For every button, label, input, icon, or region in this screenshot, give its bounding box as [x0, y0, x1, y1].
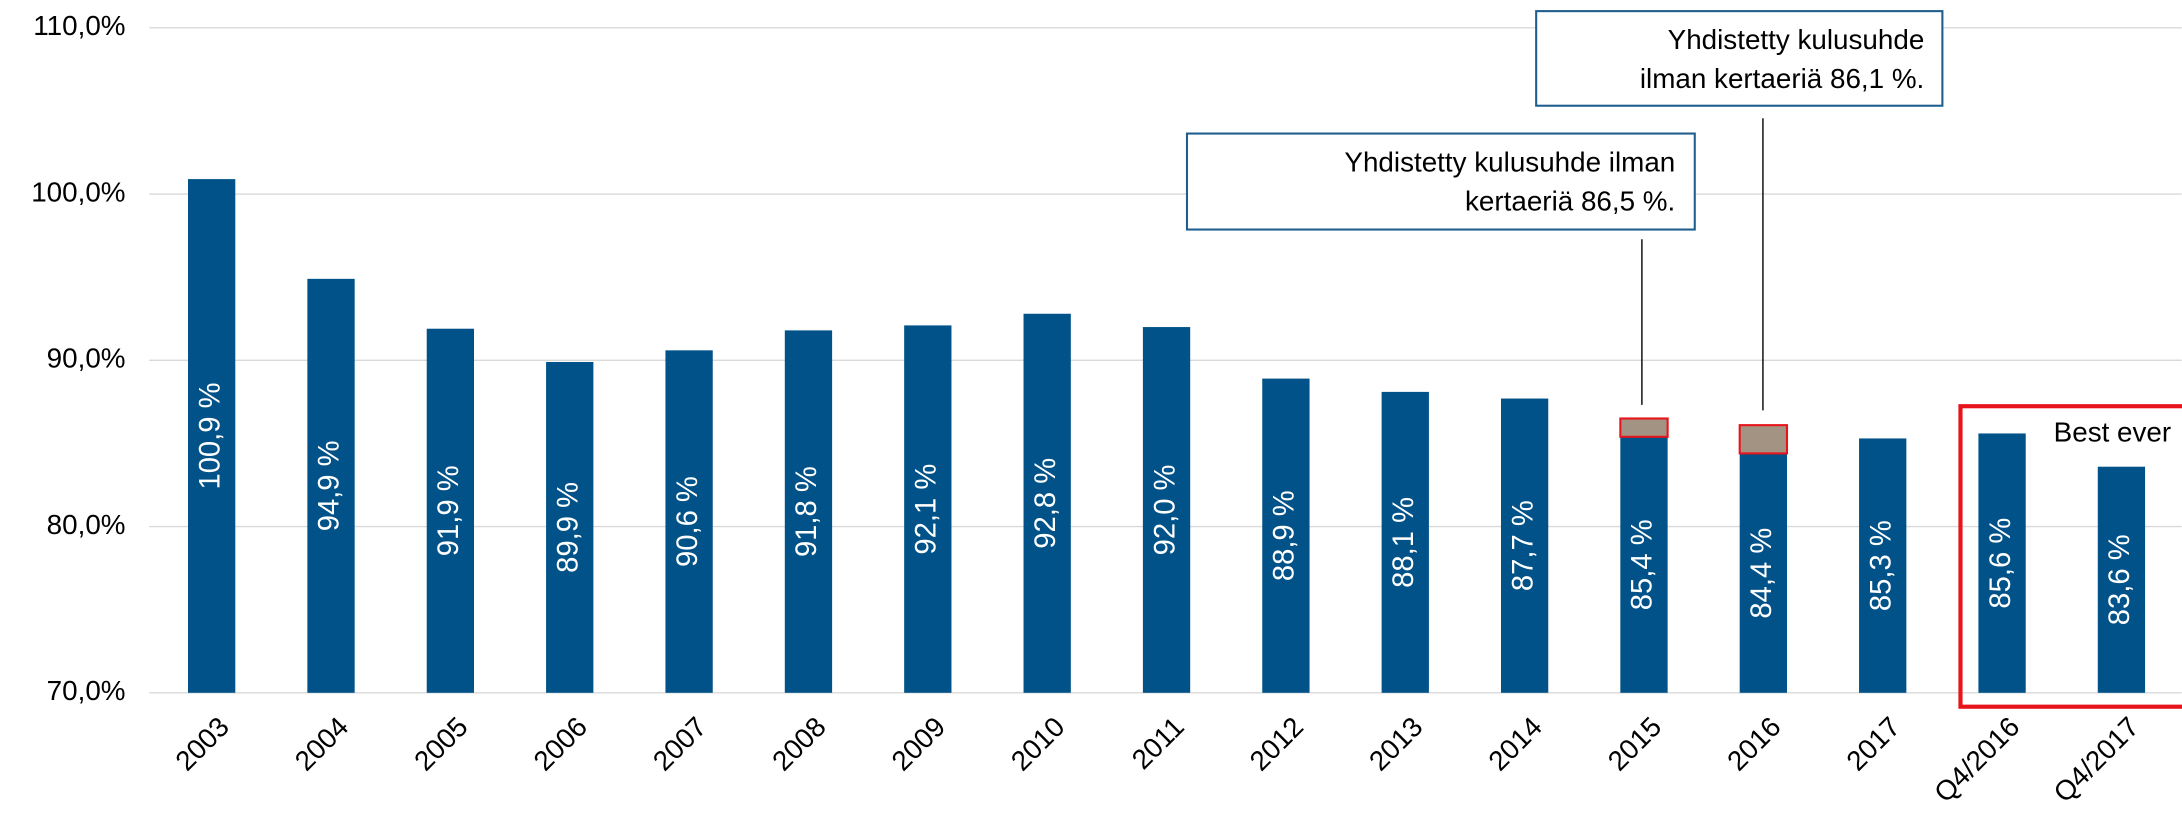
bar	[1859, 438, 1907, 693]
value-label: 85,4 %	[1627, 519, 1659, 610]
x-tick-label: 2011	[1126, 711, 1190, 775]
annotation-text: Best ever	[2054, 416, 2171, 447]
value-label: 92,8 %	[1030, 458, 1062, 549]
bar	[188, 179, 236, 693]
value-label: 89,9 %	[552, 482, 584, 573]
value-label: 92,0 %	[1149, 464, 1181, 555]
bar	[1381, 391, 1429, 693]
x-tick-label: 2003	[169, 711, 235, 777]
y-tick-label: 90,0%	[47, 343, 126, 374]
value-label: 88,9 %	[1269, 490, 1301, 581]
bar	[307, 278, 355, 693]
bar	[546, 361, 594, 693]
one-off-segment	[1619, 417, 1669, 438]
x-tick-label: 2009	[885, 711, 951, 777]
x-tick-label: 2017	[1840, 711, 1906, 777]
x-tick-label: 2016	[1721, 711, 1787, 777]
bar	[904, 325, 952, 693]
bar	[1023, 313, 1071, 693]
x-tick-label: 2006	[527, 711, 593, 777]
annotation-text: Yhdistetty kulusuhde ilman	[1344, 147, 1675, 178]
y-tick-label: 110,0%	[33, 10, 125, 41]
bar	[1142, 327, 1191, 693]
annotation-text: ilman kertaeriä 86,1 %.	[1640, 63, 1924, 94]
value-label: 91,8 %	[791, 466, 823, 557]
value-label: 88,1 %	[1388, 497, 1420, 588]
x-tick-label: 2004	[289, 711, 355, 777]
value-label: 91,9 %	[433, 465, 465, 556]
bar	[1500, 398, 1549, 693]
x-tick-label: 2015	[1602, 711, 1668, 777]
value-label: 87,7 %	[1507, 500, 1539, 591]
value-label: 85,6 %	[1985, 518, 2017, 609]
value-label: 84,4 %	[1746, 528, 1778, 619]
x-tick-label: 2014	[1482, 711, 1548, 777]
bar	[426, 328, 475, 693]
x-tick-label: 2007	[647, 711, 713, 777]
y-tick-label: 70,0%	[47, 675, 126, 706]
annotation-text: Yhdistetty kulusuhde	[1668, 24, 1925, 55]
value-label: 85,3 %	[1865, 520, 1897, 611]
bar	[1262, 378, 1310, 693]
bar	[784, 330, 833, 693]
x-tick-label: 2005	[408, 711, 474, 777]
y-tick-label: 100,0%	[31, 176, 125, 207]
x-tick-label: 2010	[1005, 711, 1071, 777]
bar	[1620, 436, 1668, 693]
x-tick-label: Q4/2017	[2047, 711, 2144, 808]
value-label: 100,9 %	[194, 382, 226, 489]
bar	[2097, 466, 2146, 693]
value-label: 90,6 %	[672, 476, 704, 567]
x-tick-label: 2008	[766, 711, 832, 777]
x-tick-label: Q4/2016	[1928, 711, 2025, 808]
annotation-box	[1185, 132, 1696, 231]
value-label: 83,6 %	[2104, 534, 2136, 625]
bar	[665, 350, 713, 693]
y-tick-label: 80,0%	[47, 509, 126, 540]
value-label: 94,9 %	[314, 440, 346, 531]
x-tick-label: 2013	[1363, 711, 1429, 777]
annotation-box	[1535, 10, 1944, 107]
bar	[1978, 433, 2026, 693]
highlight-box	[1958, 404, 2182, 709]
value-label: 92,1 %	[911, 464, 943, 555]
one-off-segment	[1738, 424, 1789, 455]
bar	[1739, 453, 1787, 693]
annotation-text: kertaeriä 86,5 %.	[1465, 185, 1675, 216]
x-tick-label: 2012	[1244, 711, 1310, 777]
